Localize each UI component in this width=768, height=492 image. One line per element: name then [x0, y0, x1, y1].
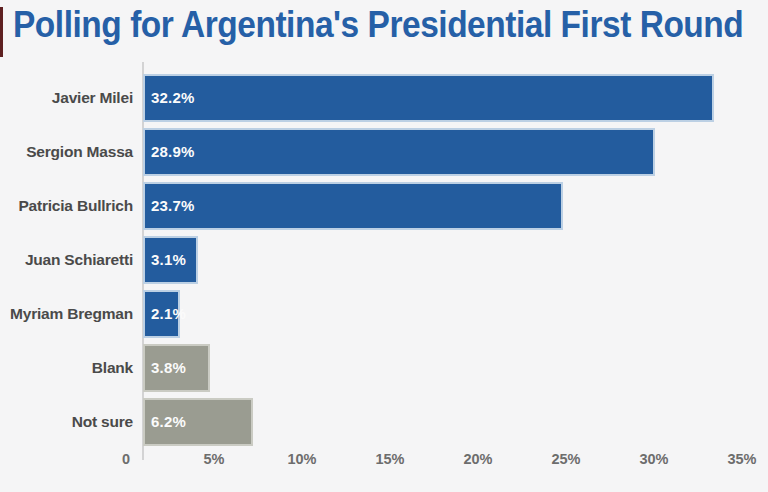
bar-value-label: 32.2% [151, 76, 195, 120]
bar-value-label: 23.7% [151, 184, 195, 228]
x-tick-label: 15% [375, 451, 404, 467]
bar-value-label: 3.1% [151, 238, 186, 282]
x-tick-label: 35% [727, 451, 756, 467]
category-label: Juan Schiaretti [0, 236, 133, 284]
x-tick-label: 20% [463, 451, 492, 467]
x-tick-label: 5% [204, 451, 225, 467]
bar: 6.2% [143, 398, 253, 446]
bar: 3.8% [143, 344, 210, 392]
bar: 2.1% [143, 290, 180, 338]
x-tick-label: 25% [551, 451, 580, 467]
bar-row: Blank 3.8% [0, 344, 768, 392]
x-tick-label: 10% [287, 451, 316, 467]
left-edge-sliver [0, 7, 3, 57]
x-tick-label: 0 [122, 451, 130, 467]
category-label: Patricia Bullrich [0, 182, 133, 230]
category-label: Myriam Bregman [0, 290, 133, 338]
bar-value-label: 28.9% [151, 130, 195, 174]
bar: 32.2% [143, 74, 714, 122]
bar-row: Patricia Bullrich 23.7% [0, 182, 768, 230]
chart-canvas: Polling for Argentina's Presidential Fir… [0, 0, 768, 492]
category-label: Blank [0, 344, 133, 392]
x-tick-label: 30% [639, 451, 668, 467]
category-label: Not sure [0, 398, 133, 446]
bar-row: Javier Milei 32.2% [0, 74, 768, 122]
bar-row: Myriam Bregman 2.1% [0, 290, 768, 338]
bar-row: Sergion Massa 28.9% [0, 128, 768, 176]
bar: 23.7% [143, 182, 563, 230]
bar-value-label: 6.2% [151, 400, 186, 444]
bar-row: Not sure 6.2% [0, 398, 768, 446]
bar-value-label: 2.1% [151, 292, 186, 336]
chart-title: Polling for Argentina's Presidential Fir… [13, 4, 743, 46]
bar-row: Juan Schiaretti 3.1% [0, 236, 768, 284]
bar: 3.1% [143, 236, 198, 284]
bar-value-label: 3.8% [151, 346, 186, 390]
category-label: Sergion Massa [0, 128, 133, 176]
category-label: Javier Milei [0, 74, 133, 122]
bar: 28.9% [143, 128, 655, 176]
